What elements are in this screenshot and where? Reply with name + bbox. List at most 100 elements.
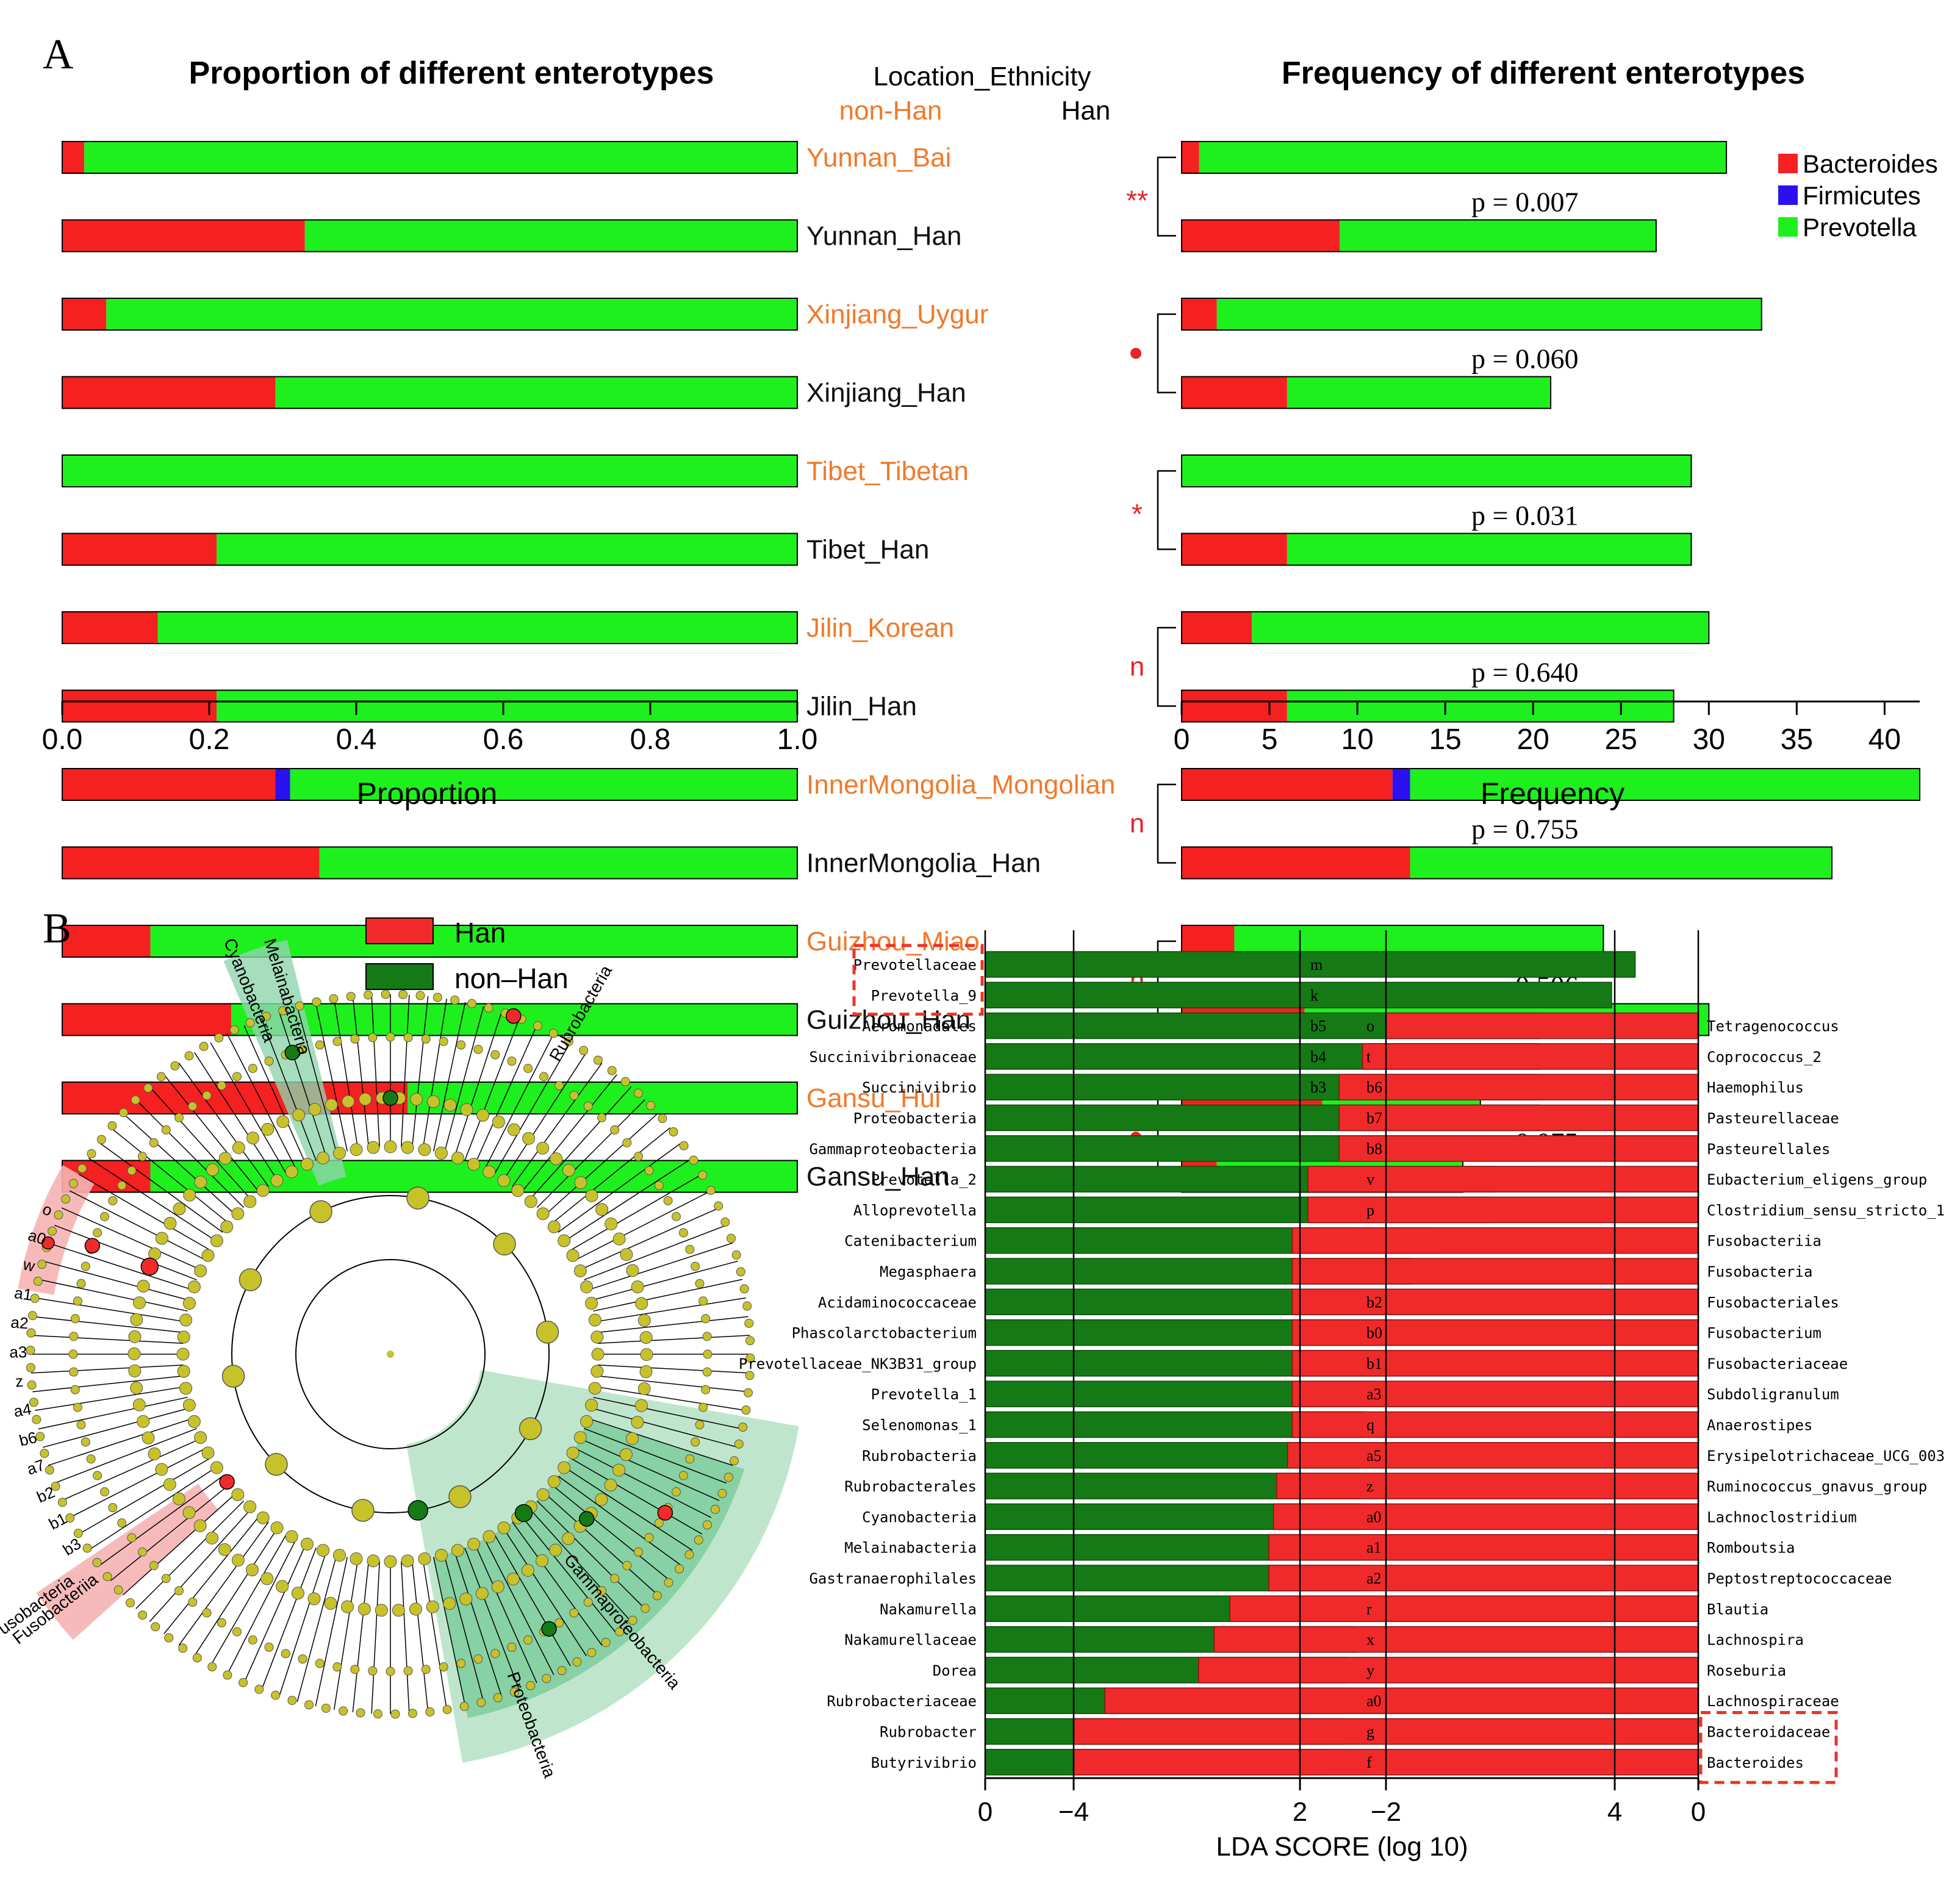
clado-node xyxy=(634,1152,644,1161)
clado-node xyxy=(695,1279,705,1288)
frequency-bar-tibet-han-bacteroides xyxy=(1182,533,1287,565)
clado-node xyxy=(626,1264,639,1277)
lda-code-red-13: q xyxy=(1366,1416,1374,1434)
branch-52 xyxy=(474,1543,537,1684)
clado-node xyxy=(506,1573,520,1586)
lda-label-gammaproteobacteria: Gammaproteobacteria xyxy=(809,1141,977,1158)
lda-bar-lachnospiraceae xyxy=(1104,1687,1699,1714)
clado-node xyxy=(148,1447,161,1460)
clado-node xyxy=(231,1554,245,1567)
branch-58 xyxy=(411,1560,429,1712)
clado-node xyxy=(442,1705,452,1715)
clado-node xyxy=(368,1666,378,1676)
proportion-bar-frame-gansu-hui xyxy=(62,1082,798,1114)
clado-node xyxy=(291,1587,304,1600)
proportion-bar-tibet-tibetan-prevotella xyxy=(62,455,797,487)
highlighted-node-5 xyxy=(140,1257,159,1276)
proportion-bar-frame-innermongolia-mongolian xyxy=(62,768,798,801)
lda-label-rubrobacterales: Rubrobacterales xyxy=(844,1478,977,1495)
clado-node xyxy=(573,1431,587,1444)
clado-node xyxy=(701,1314,711,1324)
frequency-bar-xinjiang-han-bacteroides xyxy=(1182,376,1287,409)
branch-1 xyxy=(401,994,410,1147)
lda-label-romboutsia: Romboutsia xyxy=(1707,1540,1795,1557)
lda-bar-clostridium-sensu-stricto-1 xyxy=(1307,1196,1699,1224)
clado-node xyxy=(669,1127,678,1137)
clado-node xyxy=(35,1432,45,1441)
clado-node xyxy=(407,1709,417,1718)
branch-72 xyxy=(178,1521,269,1646)
highlighted-node-1 xyxy=(514,1504,533,1523)
clado-node xyxy=(248,1635,257,1645)
clado-node xyxy=(69,1179,79,1188)
lda-green-tick-label: 2 xyxy=(1293,1797,1307,1827)
clado-node xyxy=(151,1622,160,1632)
branch-118 xyxy=(352,996,370,1148)
branch-74 xyxy=(149,1508,253,1622)
frequency-tick-label: 10 xyxy=(1341,723,1373,756)
branch-53 xyxy=(464,1548,520,1691)
clado-code-a4-7: a4 xyxy=(12,1400,32,1421)
proportion-bar-xinjiang-uygur-prevotella xyxy=(106,298,797,330)
clado-node xyxy=(646,1100,656,1110)
clado-node xyxy=(739,1284,749,1294)
clado-node-large xyxy=(239,1268,262,1291)
frequency-tick-label: 20 xyxy=(1517,723,1549,756)
clado-node xyxy=(170,1061,180,1071)
lda-label-aeromonadales: Aeromonadales xyxy=(862,1018,977,1035)
clado-node xyxy=(605,1217,618,1230)
lda-label-fusobacteriales: Fusobacteriales xyxy=(1707,1294,1839,1311)
branch-65 xyxy=(296,1554,337,1702)
clado-node xyxy=(415,991,425,1000)
category-label-xinjiang-uygur: Xinjiang_Uygur xyxy=(806,300,988,329)
clado-node xyxy=(409,1602,422,1616)
lda-label-prevotella-9: Prevotella_9 xyxy=(871,987,977,1004)
clado-node xyxy=(612,1232,626,1246)
clado-node xyxy=(701,1385,711,1394)
p-value-label-1: p = 0.060 xyxy=(1471,343,1578,374)
legend-bacteroides: Bacteroides xyxy=(1803,149,1938,178)
clado-node xyxy=(706,1185,716,1195)
clado-node xyxy=(321,1703,331,1713)
clado-node xyxy=(738,1423,748,1432)
clado-node xyxy=(229,1025,239,1035)
clado-node xyxy=(93,1471,102,1480)
lda-bar-romboutsia xyxy=(1268,1534,1699,1561)
clado-node xyxy=(639,1365,653,1379)
clado-node xyxy=(610,1574,620,1584)
legend-firmicutes: Firmicutes xyxy=(1803,181,1921,210)
lda-label-pasteurellales: Pasteurellales xyxy=(1707,1141,1830,1158)
branch-107 xyxy=(163,1074,260,1194)
clado-node xyxy=(315,1040,325,1050)
lda-x-axis-title: LDA SCORE (log 10) xyxy=(1216,1832,1468,1862)
clado-node xyxy=(467,1537,481,1551)
legend-han: Han xyxy=(454,917,506,949)
clado-node xyxy=(138,1610,148,1620)
branch-47 xyxy=(520,1515,617,1634)
highlighted-node-8 xyxy=(284,1044,301,1061)
clado-node xyxy=(201,1249,215,1262)
clado-node xyxy=(745,1371,755,1380)
clado-node xyxy=(601,1638,611,1648)
clado-node xyxy=(367,1141,380,1154)
clado-node-large xyxy=(221,1365,245,1388)
clado-node xyxy=(40,1449,49,1458)
branch-50 xyxy=(494,1534,571,1667)
clado-node xyxy=(317,1151,330,1164)
clado-node xyxy=(523,1063,533,1073)
clado-node xyxy=(245,1018,255,1028)
frequency-bar-xinjiang-uygur-prevotella xyxy=(1216,298,1762,330)
clado-node xyxy=(403,1666,413,1676)
clado-node xyxy=(558,1461,571,1474)
clado-node xyxy=(595,1203,609,1216)
category-label-innermongolia-han: InnerMongolia_Han xyxy=(806,849,1041,878)
lda-code-red-0: o xyxy=(1366,1017,1374,1035)
clado-node xyxy=(329,994,339,1003)
clado-node xyxy=(285,1530,298,1543)
highlight-box-bacteroidaceae xyxy=(1699,1711,1838,1784)
clado-node xyxy=(99,1487,109,1497)
clado-node xyxy=(390,1709,400,1719)
clado-node xyxy=(434,1146,448,1160)
proportion-bar-yunnan-han-prevotella xyxy=(304,220,797,252)
clado-node xyxy=(218,1543,231,1556)
